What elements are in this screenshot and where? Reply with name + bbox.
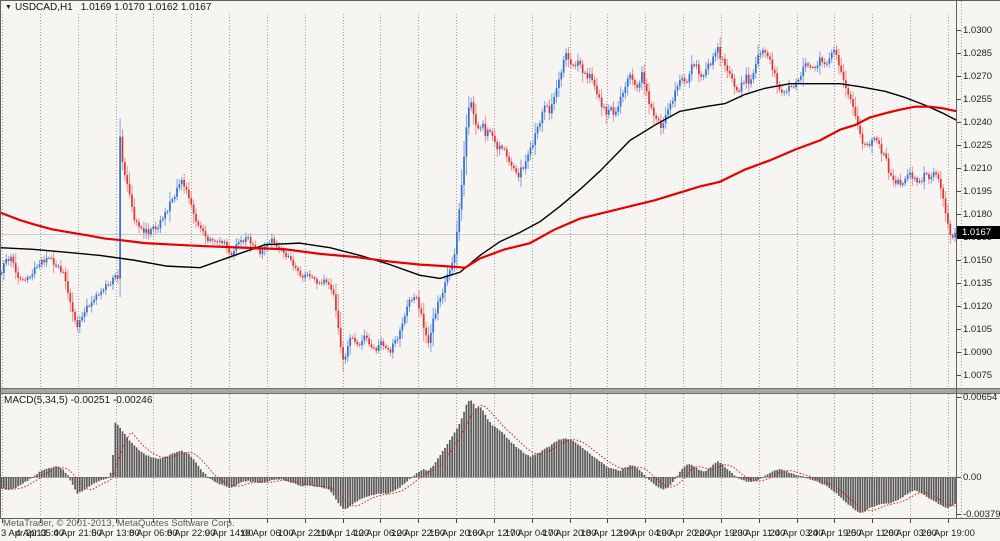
price-tick-label: 1.0105 [963,323,993,335]
current-price-badge: 1.0167 [957,226,1000,239]
time-tick-label: 8 Apr 06:00 [129,528,178,539]
time-tick-label: 15 Apr 20:00 [429,528,484,539]
time-tick-label: 26 Apr 03:00 [883,528,938,539]
time-tick-label: 5 Apr 13:00 [91,528,140,539]
copyright-text: MetaTrader, © 2001-2013, MetaQuotes Soft… [3,518,235,529]
symbol-timeframe-label: USDCAD,H1 [14,2,73,13]
macd-indicator-label: MACD(5,34,5) -0.00251 -0.00246 [4,395,153,406]
price-tick-label: 1.0255 [963,93,993,105]
price-tick-label: 1.0120 [963,300,993,312]
price-tick-label: 1.0240 [963,116,993,128]
time-tick-label: 17 Apr 04:00 [504,528,559,539]
price-tick-label: 1.0180 [963,208,993,220]
price-tick-label: 1.0300 [963,24,993,36]
time-tick-label: 24 Apr 03:00 [769,528,824,539]
price-tick-label: 1.0150 [963,254,993,266]
time-tick-label: 25 Apr 11:00 [845,528,899,539]
price-tick-label: 1.0075 [963,369,993,381]
macd-tick-label: 0.00654 [963,391,998,403]
ohlc-values: 1.0169 1.0170 1.0162 1.0167 [80,2,212,13]
chevron-down-icon[interactable]: ▼ [5,4,12,11]
price-tick-label: 1.0195 [963,185,993,197]
time-tick-label: 3 Apr 2013 [1,528,47,539]
time-tick-label: 4 Apr 21:00 [53,528,102,539]
price-tick-label: 1.0225 [963,139,993,151]
time-tick-label: 10 Apr 06:00 [239,528,294,539]
price-tick-label: 1.0210 [963,162,993,174]
macd-tick-label: 0.00 [963,471,982,483]
chart-title: ▼ USDCAD,H1 1.0169 1.0170 1.0162 1.0167 [5,2,211,13]
time-tick-label: 4 Apr 05:00 [15,528,65,539]
price-tick-label: 1.0090 [963,346,993,358]
time-tick-label: 23 Apr 11:00 [732,528,786,539]
time-tick-label: 19 Apr 20:00 [656,528,711,539]
time-tick-label: 26 Apr 19:00 [921,528,975,539]
time-tick-label: 22 Apr 19:00 [694,528,748,539]
price-tick-label: 1.0285 [963,47,993,59]
time-tick-label: 19 Apr 04:00 [618,528,673,539]
time-tick-label: 17 Apr 20:00 [542,528,597,539]
time-tick-label: 11 Apr 14:00 [315,528,370,539]
time-tick-label: 18 Apr 12:00 [580,528,635,539]
time-tick-label: 24 Apr 19:00 [807,528,862,539]
time-tick-label: 12 Apr 22:00 [391,528,446,539]
time-tick-label: 12 Apr 06:00 [353,528,408,539]
time-tick-label: 10 Apr 22:00 [277,528,332,539]
time-tick-label: 16 Apr 12:00 [466,528,521,539]
time-tick-label: 8 Apr 22:00 [166,528,216,539]
time-tick-label: 9 Apr 14:00 [204,528,254,539]
macd-tick-label: -0.00379 [963,508,1000,520]
price-tick-label: 1.0135 [963,277,993,289]
price-tick-label: 1.0270 [963,70,993,82]
